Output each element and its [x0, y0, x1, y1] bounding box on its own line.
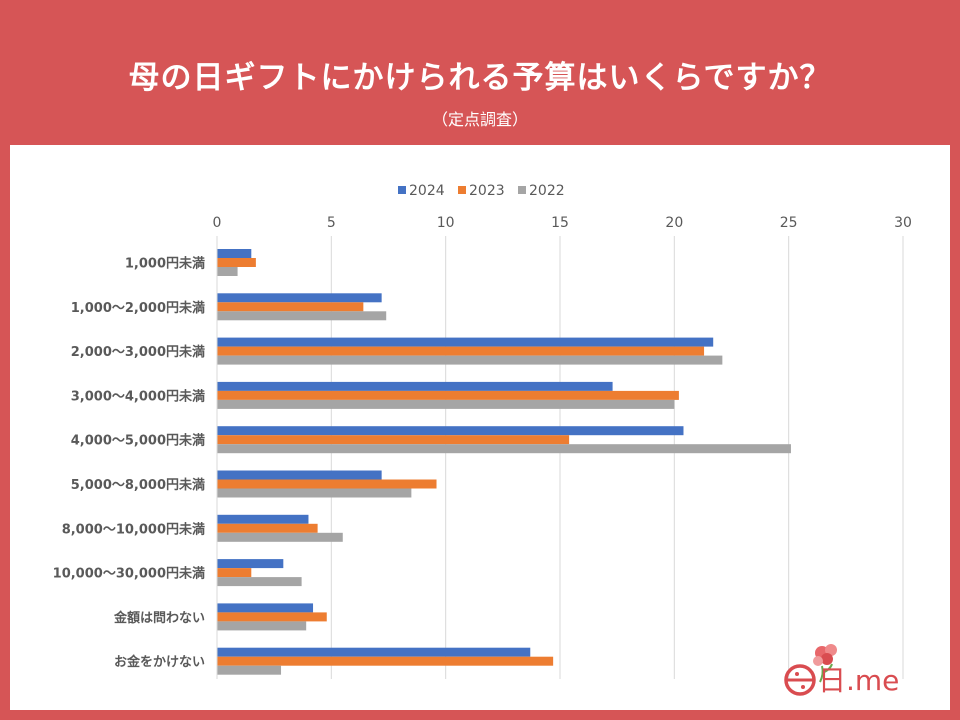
category-label: 3,000〜4,000円未満 — [71, 388, 205, 404]
category-label: 5,000〜8,000円未満 — [71, 477, 205, 493]
bar-2022 — [217, 311, 387, 321]
bar-2023 — [217, 523, 318, 533]
mother-kanji-mark — [784, 664, 816, 696]
bar-2023 — [217, 479, 437, 489]
bar-2022 — [217, 444, 791, 454]
legend-label-2022: 2022 — [529, 183, 565, 199]
bar-2022 — [217, 577, 302, 587]
bar-chart: 0 5 10 15 20 25 30 2024 2023 2022 1,000円未満 1,000〜2,… — [53, 183, 912, 679]
x-tick-label: 0 — [213, 215, 222, 231]
category-label: お金をかけない — [114, 654, 205, 670]
category-label: 2,000〜3,000円未満 — [71, 344, 205, 360]
chart-panel: 0 5 10 15 20 25 30 2024 2023 2022 1,000円未満 1,000〜2,… — [10, 145, 950, 710]
category-label: 1,000円未満 — [125, 256, 205, 272]
bar-2023 — [217, 568, 252, 578]
bar-2024 — [217, 514, 309, 524]
bar-2024 — [217, 337, 714, 347]
legend-label-2024: 2024 — [409, 183, 445, 199]
bar-2022 — [217, 665, 282, 675]
x-tick-label: 15 — [551, 215, 569, 231]
bar-2024 — [217, 381, 613, 391]
x-tick-label: 20 — [665, 215, 683, 231]
bar-2023 — [217, 612, 327, 622]
chart-title: 母の日ギフトにかけられる予算はいくらですか？ — [128, 60, 832, 96]
bar-2023 — [217, 656, 554, 666]
bar-2023 — [217, 258, 256, 267]
carnation-icon — [813, 644, 837, 683]
legend-swatch-2024 — [398, 186, 406, 194]
x-tick-label: 5 — [327, 215, 336, 231]
category-label: 8,000〜10,000円未満 — [62, 521, 205, 537]
bar-2022 — [217, 355, 723, 365]
bar-2023 — [217, 435, 570, 445]
bar-2023 — [217, 302, 364, 312]
category-label: 1,000〜2,000円未満 — [71, 300, 205, 316]
bar-2024 — [217, 470, 382, 480]
bar-2022 — [217, 621, 307, 631]
category-label: 10,000〜30,000円未満 — [53, 566, 205, 582]
legend-swatch-2023 — [458, 186, 466, 194]
category-label: 金額は問わない — [113, 610, 205, 626]
bar-2024 — [217, 249, 252, 258]
bar-2024 — [217, 603, 314, 613]
category-label: 4,000〜5,000円未満 — [71, 433, 205, 449]
bar-2024 — [217, 559, 284, 569]
x-tick-label: 30 — [894, 215, 912, 231]
brand-logo: 日.me — [784, 644, 899, 697]
legend-swatch-2022 — [518, 186, 526, 194]
legend-label-2023: 2023 — [469, 183, 505, 199]
bar-2022 — [217, 399, 675, 409]
logo-text: 日.me — [818, 664, 899, 697]
bar-2024 — [217, 426, 684, 436]
x-tick-label: 10 — [437, 215, 455, 231]
bar-2022 — [217, 532, 343, 542]
bar-2024 — [217, 647, 531, 657]
bar-2023 — [217, 390, 679, 400]
x-tick-label: 25 — [780, 215, 798, 231]
bar-2022 — [217, 267, 238, 276]
bar-2022 — [217, 488, 412, 498]
bar-2023 — [217, 346, 705, 356]
bar-2024 — [217, 293, 382, 303]
chart-subtitle: （定点調査） — [431, 110, 528, 129]
